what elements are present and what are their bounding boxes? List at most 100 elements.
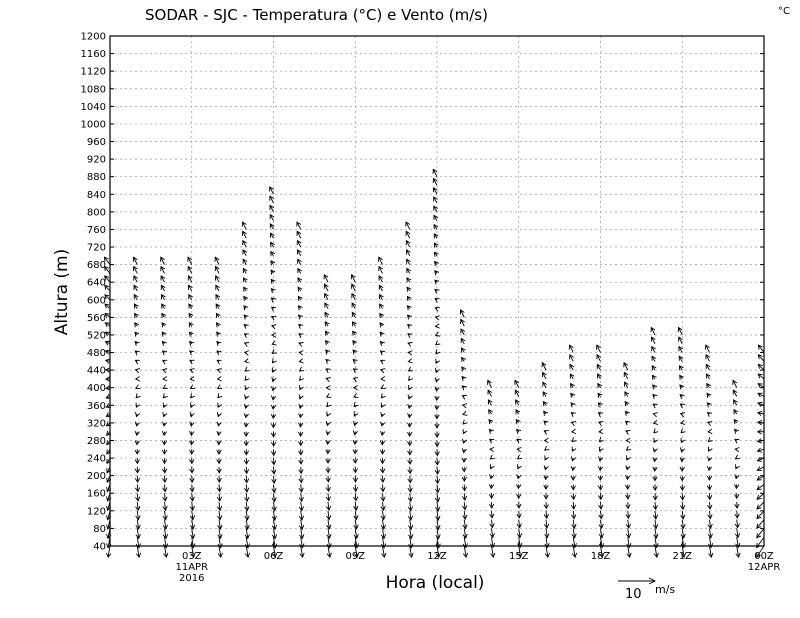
wind-vector bbox=[382, 519, 385, 530]
wind-vector-head bbox=[216, 440, 222, 446]
wind-vector-head bbox=[104, 358, 111, 364]
wind-vector-head bbox=[680, 437, 686, 444]
wind-vector bbox=[136, 519, 140, 530]
wind-vector-head bbox=[104, 349, 111, 355]
wind-vector-head bbox=[379, 449, 386, 455]
wind-vector bbox=[432, 169, 438, 177]
y-tick-label: 120 bbox=[87, 506, 106, 517]
wind-vector-head bbox=[735, 464, 740, 470]
wind-vector bbox=[351, 274, 356, 283]
wind-vector-head bbox=[570, 412, 576, 417]
wind-vector-head bbox=[732, 389, 738, 395]
wind-vector-head bbox=[652, 504, 658, 511]
wind-vector-head bbox=[516, 484, 522, 490]
wind-vector-head bbox=[434, 279, 440, 285]
wind-vector bbox=[460, 319, 465, 327]
wind-vector-head bbox=[134, 421, 140, 427]
wind-vector-head bbox=[163, 552, 169, 558]
wind-vector-head bbox=[379, 459, 386, 465]
wind-vector bbox=[378, 285, 383, 292]
wind-vector-head bbox=[434, 451, 440, 457]
wind-vector-head bbox=[732, 379, 738, 385]
wind-vector-head bbox=[296, 221, 302, 227]
wind-vector-head bbox=[652, 495, 658, 501]
wind-vector-head bbox=[190, 402, 195, 408]
wind-vector-head bbox=[103, 256, 109, 262]
wind-vector bbox=[300, 528, 303, 539]
y-tick-label: 720 bbox=[87, 243, 106, 254]
wind-vector bbox=[596, 354, 601, 362]
wind-vector-head bbox=[216, 496, 223, 502]
wind-vector-head bbox=[734, 454, 741, 460]
wind-vector-head bbox=[242, 239, 247, 246]
wind-vector-head bbox=[679, 447, 686, 453]
wind-vector-head bbox=[434, 377, 440, 383]
wind-vector-head bbox=[296, 249, 302, 255]
wind-vector-head bbox=[625, 513, 631, 520]
wind-vector-head bbox=[434, 497, 441, 503]
wind-vector-head bbox=[461, 366, 467, 372]
wind-vector-head bbox=[570, 402, 576, 408]
wind-vector-head bbox=[406, 258, 411, 264]
wind-vector-head bbox=[243, 469, 250, 475]
wind-vector-head bbox=[353, 515, 359, 521]
wind-vector-head bbox=[461, 448, 467, 454]
unit-label: °C bbox=[778, 6, 790, 17]
wind-vector-head bbox=[351, 321, 357, 327]
wind-vector-head bbox=[379, 340, 385, 347]
wind-vector bbox=[273, 493, 275, 502]
wind-vector bbox=[164, 528, 167, 539]
wind-vector-head bbox=[326, 402, 332, 408]
wind-vector-head bbox=[217, 515, 223, 521]
wind-vector bbox=[296, 221, 302, 230]
wind-vector bbox=[327, 484, 330, 492]
wind-vector-head bbox=[757, 344, 763, 350]
wind-vector-head bbox=[462, 429, 468, 435]
wind-vector-head bbox=[570, 421, 577, 427]
wind-vector bbox=[627, 519, 630, 529]
wind-vector bbox=[187, 266, 193, 274]
wind-vector bbox=[460, 309, 465, 318]
wind-vector-head bbox=[461, 486, 468, 492]
x-axis-label: Hora (local) bbox=[386, 573, 485, 593]
y-tick-label: 480 bbox=[87, 348, 106, 359]
wind-vector-head bbox=[214, 256, 220, 262]
wind-vector bbox=[273, 475, 275, 484]
wind-vector bbox=[651, 346, 656, 353]
wind-vector-head bbox=[434, 469, 440, 475]
wind-vector-head bbox=[161, 359, 168, 365]
wind-vector-head bbox=[161, 440, 168, 446]
wind-vector bbox=[736, 545, 740, 558]
wind-vector-head bbox=[242, 277, 248, 283]
wind-vector-head bbox=[680, 533, 686, 539]
wind-vector-head bbox=[216, 376, 222, 382]
wind-vector bbox=[624, 391, 629, 397]
wind-vector-head bbox=[325, 477, 331, 483]
wind-vector-head bbox=[350, 273, 356, 280]
wind-vector-head bbox=[459, 309, 465, 315]
wind-vector bbox=[756, 528, 765, 539]
wind-vector-head bbox=[270, 423, 277, 429]
wind-vector-head bbox=[243, 350, 250, 356]
wind-vector-head bbox=[597, 412, 604, 417]
wind-vector-head bbox=[652, 403, 658, 409]
wind-vector-head bbox=[325, 420, 331, 427]
wind-vector-head bbox=[680, 524, 686, 530]
wind-vector bbox=[460, 338, 465, 344]
wind-vector-head bbox=[434, 442, 440, 448]
wind-vector bbox=[242, 268, 247, 274]
wind-vector-head bbox=[188, 331, 194, 337]
wind-vector-head bbox=[270, 432, 277, 438]
wind-vector-head bbox=[432, 168, 438, 174]
wind-vector-head bbox=[489, 454, 495, 460]
wind-vector-head bbox=[134, 459, 140, 465]
wind-vector bbox=[273, 519, 276, 530]
wind-vector bbox=[409, 501, 412, 511]
wind-vector-head bbox=[270, 451, 277, 457]
wind-vector-head bbox=[462, 505, 468, 511]
wind-vector-head bbox=[570, 485, 576, 491]
wind-vector-head bbox=[435, 340, 441, 346]
wind-vector-head bbox=[299, 534, 305, 540]
wind-vector bbox=[709, 528, 712, 538]
wind-vector bbox=[756, 519, 765, 529]
